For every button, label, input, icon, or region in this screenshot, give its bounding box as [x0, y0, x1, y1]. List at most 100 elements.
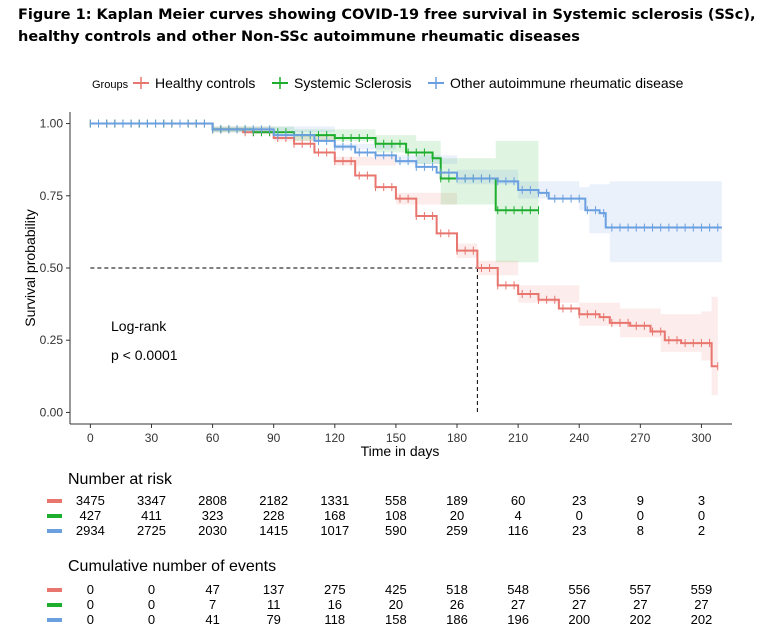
events-table-cell: 7 — [209, 597, 216, 612]
events-table-cell: 27 — [633, 597, 647, 612]
legend-title: Groups — [92, 79, 129, 91]
ci-band-series-2 — [90, 123, 722, 263]
p-value-label: p < 0.0001 — [111, 347, 178, 363]
risk-table-cell: 8 — [637, 523, 644, 538]
x-tick-label: 90 — [267, 431, 281, 445]
x-tick-label: 300 — [691, 431, 711, 445]
risk-table-cell: 411 — [141, 508, 162, 523]
events-table-cell: 27 — [694, 597, 708, 612]
events-table-cell: 548 — [507, 582, 529, 597]
events-table-cell: 0 — [148, 582, 155, 597]
risk-table-cell: 4 — [515, 508, 522, 523]
y-tick-label: 0.50 — [40, 261, 64, 275]
x-tick-label: 150 — [386, 431, 406, 445]
risk-table-cell: 2 — [698, 523, 705, 538]
ci-band-series-1 — [90, 123, 539, 263]
risk-table-cell: 259 — [446, 523, 468, 538]
censor-marks-series-2 — [89, 119, 719, 232]
plot-area: 0 30 60 90 120 150 180 210 240 270 300 0.00 0.25 0.50… — [40, 112, 732, 445]
risk-table-cell: 116 — [508, 523, 529, 538]
risk-table-cell: 558 — [385, 493, 407, 508]
events-table-cell: 202 — [691, 612, 713, 627]
risk-table-cell: 2182 — [259, 493, 288, 508]
risk-table-cell: 2934 — [76, 523, 105, 538]
km-curve-series-2 — [90, 122, 722, 229]
legend-entry: Healthy controls — [155, 75, 255, 91]
risk-table-cell: 1331 — [320, 493, 349, 508]
risk-table-cell: 3475 — [76, 493, 105, 508]
events-table-cell: 27 — [572, 597, 586, 612]
events-table-cell: 41 — [205, 612, 219, 627]
y-tick-label: 0.00 — [40, 405, 64, 419]
risk-table-cell: 189 — [446, 493, 468, 508]
events-table-cell: 158 — [385, 612, 407, 627]
risk-table-cell: 2808 — [198, 493, 227, 508]
x-tick-label: 60 — [206, 431, 220, 445]
x-tick-label: 240 — [569, 431, 589, 445]
y-tick-label: 0.75 — [40, 189, 64, 203]
risk-table-cell: 20 — [450, 508, 464, 523]
risk-table-cell: 0 — [698, 508, 705, 523]
events-table-cell: 27 — [511, 597, 525, 612]
events-table-cell: 79 — [266, 612, 280, 627]
events-table-title: Cumulative number of events — [68, 558, 276, 575]
legend: Groups Healthy controls Systemic Sclerosi… — [92, 75, 684, 91]
events-table-cell: 0 — [87, 597, 94, 612]
y-tick-label: 0.25 — [40, 333, 64, 347]
x-tick-label: 270 — [630, 431, 650, 445]
x-tick-label: 210 — [508, 431, 528, 445]
events-table-cell: 0 — [87, 612, 94, 627]
x-tick-label: 180 — [447, 431, 467, 445]
events-table-cell: 196 — [507, 612, 529, 627]
events-table-cell: 556 — [568, 582, 590, 597]
risk-table-cell: 427 — [80, 508, 102, 523]
risk-table-title: Number at risk — [68, 471, 173, 488]
risk-table-cell: 108 — [385, 508, 407, 523]
x-axis-title: Time in days — [361, 443, 440, 459]
risk-table-cell: 2030 — [198, 523, 227, 538]
risk-table-cell: 228 — [263, 508, 285, 523]
risk-table-cell: 23 — [572, 523, 586, 538]
events-table-cell: 0 — [87, 582, 94, 597]
legend-entry: Systemic Sclerosis — [294, 75, 411, 91]
y-axis-title: Survival probability — [22, 209, 38, 327]
y-tick-label: 1.00 — [40, 117, 64, 131]
risk-table-cell: 590 — [385, 523, 407, 538]
x-tick-label: 0 — [87, 431, 94, 445]
risk-table-cell: 23 — [572, 493, 586, 508]
risk-table-cell: 3 — [698, 493, 705, 508]
risk-table-cell: 1415 — [259, 523, 288, 538]
events-table-cell: 186 — [446, 612, 468, 627]
events-table-cell: 0 — [148, 597, 155, 612]
events-table-cell: 137 — [263, 582, 285, 597]
events-table-cell: 16 — [328, 597, 342, 612]
events-table-cell: 26 — [450, 597, 464, 612]
events-table-cell: 518 — [446, 582, 468, 597]
risk-table-cell: 2725 — [137, 523, 166, 538]
risk-table-cell: 9 — [637, 493, 644, 508]
risk-table-cell: 1017 — [320, 523, 349, 538]
figure-title: Figure 1: Kaplan Meier curves showing CO… — [18, 7, 756, 45]
events-table-cell: 425 — [385, 582, 407, 597]
events-table-cell: 47 — [205, 582, 219, 597]
logrank-label: Log-rank — [111, 318, 167, 334]
events-table-cell: 202 — [629, 612, 651, 627]
events-table-cell: 20 — [389, 597, 403, 612]
events-table-cell: 11 — [267, 597, 281, 612]
events-table-cell: 0 — [148, 612, 155, 627]
events-table-cell: 200 — [568, 612, 590, 627]
events-table-cell: 118 — [324, 612, 345, 627]
risk-table-cell: 60 — [511, 493, 525, 508]
events-table-cell: 275 — [324, 582, 346, 597]
risk-table-cell: 323 — [202, 508, 224, 523]
risk-table-cell: 0 — [576, 508, 583, 523]
risk-table-cell: 168 — [324, 508, 346, 523]
risk-table-cell: 3347 — [137, 493, 166, 508]
risk-table-cell: 0 — [637, 508, 644, 523]
x-tick-label: 120 — [325, 431, 345, 445]
x-tick-label: 30 — [145, 431, 159, 445]
legend-entry: Other autoimmune rheumatic disease — [450, 75, 684, 91]
events-table-cell: 559 — [691, 582, 713, 597]
